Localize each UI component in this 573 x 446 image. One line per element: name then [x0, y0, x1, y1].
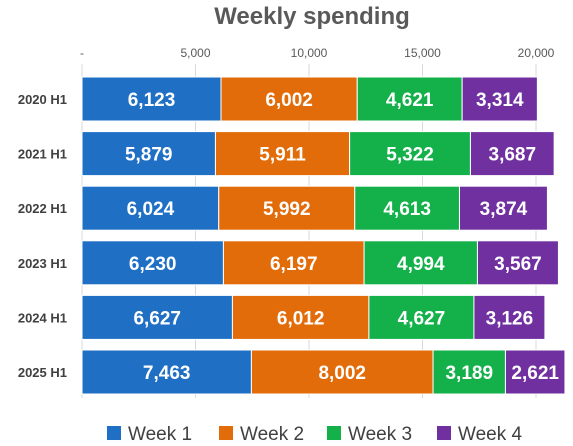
legend-swatch: [219, 426, 233, 440]
data-label: 3,314: [476, 90, 524, 111]
data-label: 3,126: [486, 308, 534, 329]
bar-segment: [81, 76, 222, 122]
bar-segment: [81, 131, 216, 177]
legend-swatch: [327, 426, 341, 440]
chart-title: Weekly spending: [214, 3, 410, 30]
data-label: 5,992: [263, 199, 311, 220]
data-label: 3,687: [489, 145, 537, 166]
data-label: 7,463: [143, 363, 191, 384]
bar-segment: [231, 294, 370, 340]
bar-segment: [476, 240, 559, 286]
data-label: 3,189: [445, 363, 493, 384]
legend-swatch: [107, 426, 121, 440]
legend-label: Week 3: [348, 424, 412, 445]
data-labels: 6,123 6,002 4,621 3,314 5,879 5,911 5,322 3,687…: [125, 90, 559, 384]
data-label: 2,621: [511, 363, 559, 384]
bar-segment: [250, 349, 434, 395]
bar-segment: [461, 76, 538, 122]
bar-segment: [349, 131, 471, 177]
bar-segment: [432, 349, 506, 395]
x-axis-ticks: - 5,000 10,000 15,000 20,000: [80, 46, 555, 60]
x-tick-label: 20,000: [518, 46, 555, 60]
data-label: 3,874: [480, 199, 528, 220]
bar-segment: [356, 76, 463, 122]
data-label: 3,567: [494, 254, 542, 275]
data-label: 4,994: [397, 254, 445, 275]
legend-label: Week 1: [128, 424, 192, 445]
bar-segment: [469, 131, 555, 177]
category-label: 2024 H1: [18, 310, 67, 325]
data-label: 6,012: [277, 308, 325, 329]
bar-segment: [504, 349, 566, 395]
data-label: 4,613: [383, 199, 431, 220]
data-label: 5,911: [259, 145, 306, 166]
bar-segment: [368, 294, 475, 340]
data-label: 8,002: [318, 363, 366, 384]
legend: Week 1 Week 2 Week 3 Week 4: [107, 424, 523, 445]
x-tick-label: -: [80, 46, 84, 60]
legend-swatch: [437, 426, 451, 440]
bar-segment: [458, 185, 548, 231]
bar-segment: [363, 240, 478, 286]
x-tick-label: 10,000: [291, 46, 328, 60]
data-label: 5,879: [125, 145, 173, 166]
y-axis-categories: 2020 H1 2021 H1 2022 H1 2023 H1 2024 H1 2025 …: [18, 92, 67, 380]
bar-segment: [81, 294, 233, 340]
bar-segment: [81, 240, 224, 286]
legend-label: Week 2: [240, 424, 304, 445]
data-label: 4,627: [398, 308, 446, 329]
data-label: 6,230: [129, 254, 177, 275]
data-label: 6,123: [128, 90, 176, 111]
data-label: 6,627: [133, 308, 181, 329]
stacked-bars: [81, 76, 566, 395]
data-label: 6,024: [127, 199, 175, 220]
x-tick-label: 15,000: [404, 46, 441, 60]
bar-segment: [81, 185, 220, 231]
x-tick-label: 5,000: [180, 46, 210, 60]
data-label: 5,322: [386, 145, 434, 166]
category-label: 2023 H1: [18, 256, 67, 271]
legend-label: Week 4: [458, 424, 523, 445]
bar-segment: [81, 349, 252, 395]
category-label: 2020 H1: [18, 92, 67, 107]
data-label: 6,197: [270, 254, 318, 275]
bar-segment: [473, 294, 546, 340]
category-label: 2025 H1: [18, 365, 67, 380]
category-label: 2021 H1: [18, 147, 67, 162]
data-label: 6,002: [265, 90, 313, 111]
bar-segment: [354, 185, 460, 231]
bar-segment: [220, 76, 358, 122]
data-label: 4,621: [386, 90, 434, 111]
category-label: 2022 H1: [18, 201, 67, 216]
bar-segment: [214, 131, 351, 177]
